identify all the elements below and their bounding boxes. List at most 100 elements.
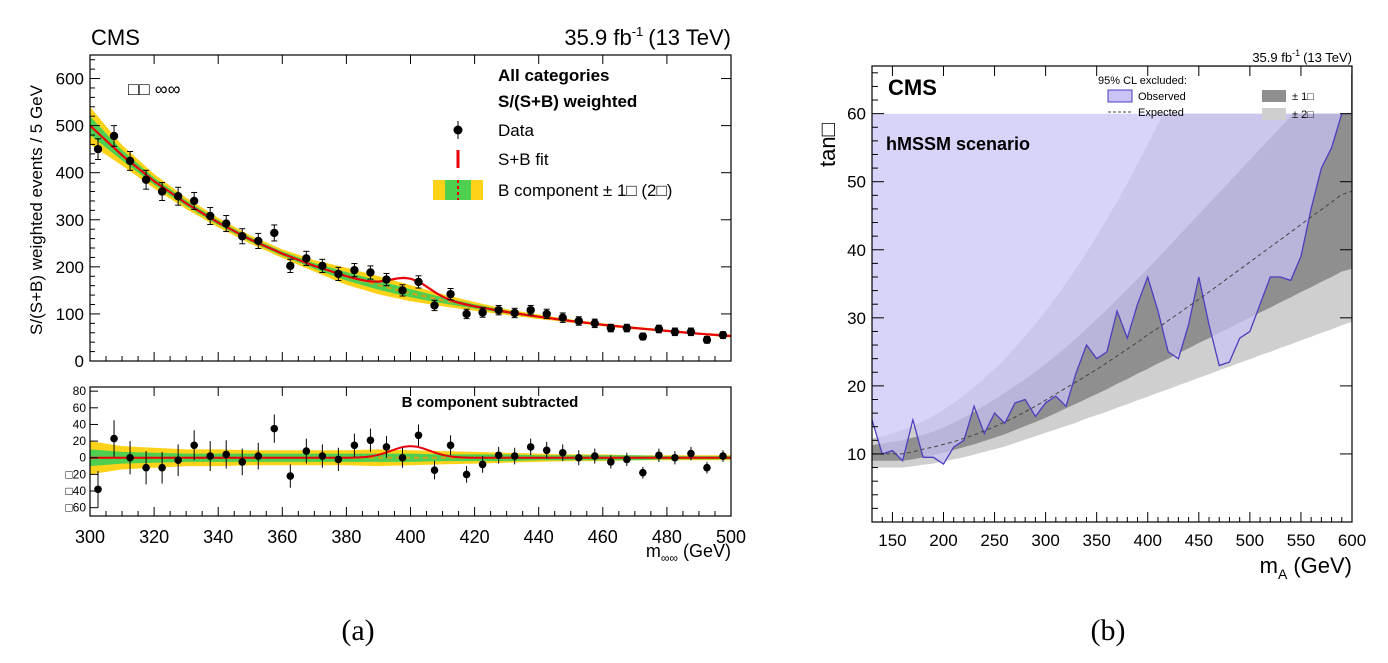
- sub-data-point: [174, 456, 182, 465]
- data-point: [382, 275, 391, 284]
- data-point: [141, 175, 151, 184]
- y-tick-label-b: 30: [847, 309, 866, 328]
- x-tick-label-a: 400: [395, 527, 425, 547]
- y-axis-label-b: tan□: [815, 123, 840, 167]
- x-tick-label-a: 440: [524, 527, 554, 547]
- legend-header-1: All categories: [498, 66, 610, 85]
- data-point: [366, 268, 375, 277]
- y-tick-label-a: 400: [56, 164, 84, 183]
- sub-data-point: [542, 446, 551, 455]
- data-point: [654, 324, 664, 334]
- data-point: [189, 196, 199, 206]
- data-point: [686, 327, 696, 337]
- data-point: [462, 309, 471, 319]
- data-point: [494, 305, 503, 315]
- legend-sigma2-label: ± 2□: [1292, 109, 1314, 121]
- legend-header-2: S/(S+B) weighted: [498, 92, 637, 111]
- data-point: [109, 131, 119, 141]
- lumi-label-b: 35.9 fb-1 (13 TeV): [1252, 48, 1352, 65]
- x-tick-label-b: 150: [878, 531, 906, 550]
- data-point: [254, 236, 263, 246]
- data-point: [574, 316, 583, 326]
- sub-data-point: [574, 453, 583, 462]
- x-tick-label-a: 320: [139, 527, 169, 547]
- x-tick-label-b: 400: [1134, 531, 1162, 550]
- energy-text-b: (13 TeV): [1303, 50, 1352, 65]
- sub-data-point: [286, 472, 295, 480]
- sub-y-tick-label: 0: [79, 451, 86, 465]
- legend-band1-swatch: [445, 180, 471, 200]
- data-point: [718, 330, 728, 340]
- y-tick-label-a: 100: [56, 305, 84, 324]
- x-axis-label-b: mA (GeV): [1260, 553, 1352, 582]
- sub-data-point: [590, 452, 599, 460]
- channel-label: □□ ∞∞: [128, 79, 181, 99]
- x-axis-label-b-var: m: [1260, 553, 1278, 578]
- x-tick-label-b: 300: [1031, 531, 1059, 550]
- sub-data-point: [142, 463, 150, 472]
- lumi-sup-b: -1: [1292, 48, 1300, 58]
- y-tick-label-b: 10: [847, 445, 866, 464]
- sub-data-point: [126, 453, 134, 462]
- legend-b-header: 95% CL excluded:: [1098, 75, 1187, 87]
- sub-y-tick-label: 40: [73, 417, 87, 431]
- sub-data-point: [687, 449, 695, 458]
- sub-data-point: [478, 460, 487, 469]
- sub-data-point: [206, 452, 214, 460]
- sub-data-point: [414, 431, 423, 440]
- x-tick-label-a: 420: [460, 527, 490, 547]
- x-tick-label-b: 350: [1082, 531, 1110, 550]
- data-point: [157, 187, 167, 196]
- y-tick-label-a: 300: [56, 211, 84, 230]
- sub-data-point: [462, 470, 471, 479]
- sub-y-tick-label: □60: [65, 501, 86, 515]
- legend-entry-bkg: B component ± 1□ (2□): [498, 181, 672, 200]
- x-tick-label-a: 360: [267, 527, 297, 547]
- sub-y-tick-label: 20: [73, 434, 87, 448]
- y-tick-label-a: 500: [56, 117, 84, 136]
- x-axis-label-b-unit: (GeV): [1293, 553, 1352, 578]
- sub-data-point: [158, 463, 166, 472]
- data-point: [125, 156, 135, 166]
- legend-sigma1-swatch: [1262, 90, 1286, 102]
- sub-data-point: [398, 453, 407, 462]
- sub-data-point: [703, 463, 711, 472]
- x-tick-label-a: 300: [75, 527, 105, 547]
- data-point: [622, 323, 632, 333]
- x-tick-label-b: 550: [1287, 531, 1315, 550]
- panel-label-a: (a): [341, 614, 374, 647]
- expected-limit-line: [872, 190, 1352, 455]
- data-point: [542, 309, 551, 319]
- legend-observed-swatch: [1107, 89, 1133, 103]
- energy-text-a: (13 TeV): [648, 25, 731, 50]
- limit-plot-frame: [871, 65, 1353, 523]
- sub-data-point: [302, 447, 311, 455]
- data-point: [702, 335, 712, 345]
- sub-y-tick-label: □40: [65, 484, 86, 498]
- cms-label-b: CMS: [888, 75, 937, 100]
- observed-excluded-region: [872, 113, 1352, 465]
- sub-data-point: [334, 455, 343, 464]
- sub-data-point: [558, 448, 567, 457]
- bkg-component-line: [90, 124, 731, 337]
- x-tick-label-b: 500: [1236, 531, 1264, 550]
- sub-band-1sigma: [90, 449, 731, 467]
- x-axis-label-a-sub: ∞∞: [661, 551, 678, 565]
- data-point: [446, 289, 455, 299]
- data-point: [286, 261, 295, 271]
- x-tick-label-a: 460: [588, 527, 618, 547]
- y-tick-label-a: 600: [56, 70, 84, 89]
- lumi-text-b: 35.9 fb: [1252, 50, 1292, 65]
- legend-expected-label: Expected: [1138, 107, 1184, 119]
- data-point: [478, 308, 487, 317]
- x-tick-label-b: 200: [929, 531, 957, 550]
- data-point: [93, 144, 103, 154]
- sub-data-point: [655, 451, 663, 460]
- sub-data-point: [510, 452, 519, 460]
- ratio-title: B component subtracted: [402, 394, 579, 411]
- sub-data-point: [671, 453, 679, 462]
- sub-data-point: [94, 485, 102, 494]
- data-point: [510, 308, 519, 318]
- data-point: [606, 323, 616, 333]
